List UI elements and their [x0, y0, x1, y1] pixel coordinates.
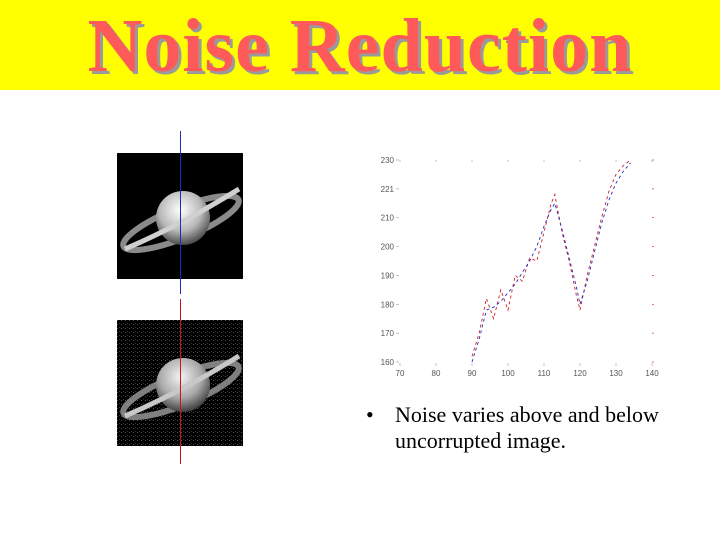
- bullet-symbol: •: [366, 402, 374, 427]
- y-tick-label: 221: [381, 185, 395, 194]
- saturn-ring-front: [124, 186, 241, 252]
- x-tick-label: 110: [538, 369, 551, 378]
- x-tick-label: 130: [609, 369, 623, 378]
- y-tick-label: 180: [381, 300, 395, 309]
- x-tick-label: 140: [645, 369, 659, 378]
- y-tick-label: 190: [381, 271, 395, 280]
- saturn-ring-front: [124, 353, 241, 419]
- x-tick-label: 100: [501, 369, 515, 378]
- page-title: Noise Reduction: [87, 4, 633, 88]
- x-tick-label: 90: [468, 369, 477, 378]
- x-tick-label: 70: [396, 369, 405, 378]
- y-tick-label: 230: [381, 156, 395, 165]
- profile-line-blue: [180, 131, 181, 294]
- saturn-illustration: [120, 186, 242, 254]
- y-tick-label: 170: [381, 329, 395, 338]
- y-tick-label: 200: [381, 243, 395, 252]
- bullet-text: Noise varies above and below uncorrupted…: [395, 402, 659, 453]
- x-tick-label: 80: [432, 369, 441, 378]
- y-tick-label: 160: [381, 358, 395, 367]
- x-tick-label: 120: [573, 369, 587, 378]
- title-banner: [0, 0, 720, 90]
- saturn-planet: [156, 358, 210, 412]
- profile-line-red: [180, 299, 181, 464]
- series-line-1: [471, 162, 631, 363]
- saturn-planet: [156, 191, 210, 245]
- y-tick-label: 210: [381, 214, 395, 223]
- series-line-0: [471, 159, 631, 357]
